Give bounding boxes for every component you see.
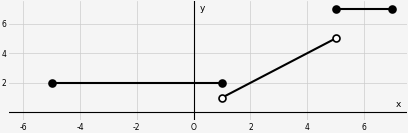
Point — [333, 37, 339, 40]
Point — [219, 82, 225, 84]
Text: x: x — [396, 100, 401, 109]
Point — [49, 82, 55, 84]
Point — [219, 97, 225, 99]
Point — [333, 8, 339, 10]
Text: y: y — [199, 4, 205, 13]
Point — [389, 8, 396, 10]
